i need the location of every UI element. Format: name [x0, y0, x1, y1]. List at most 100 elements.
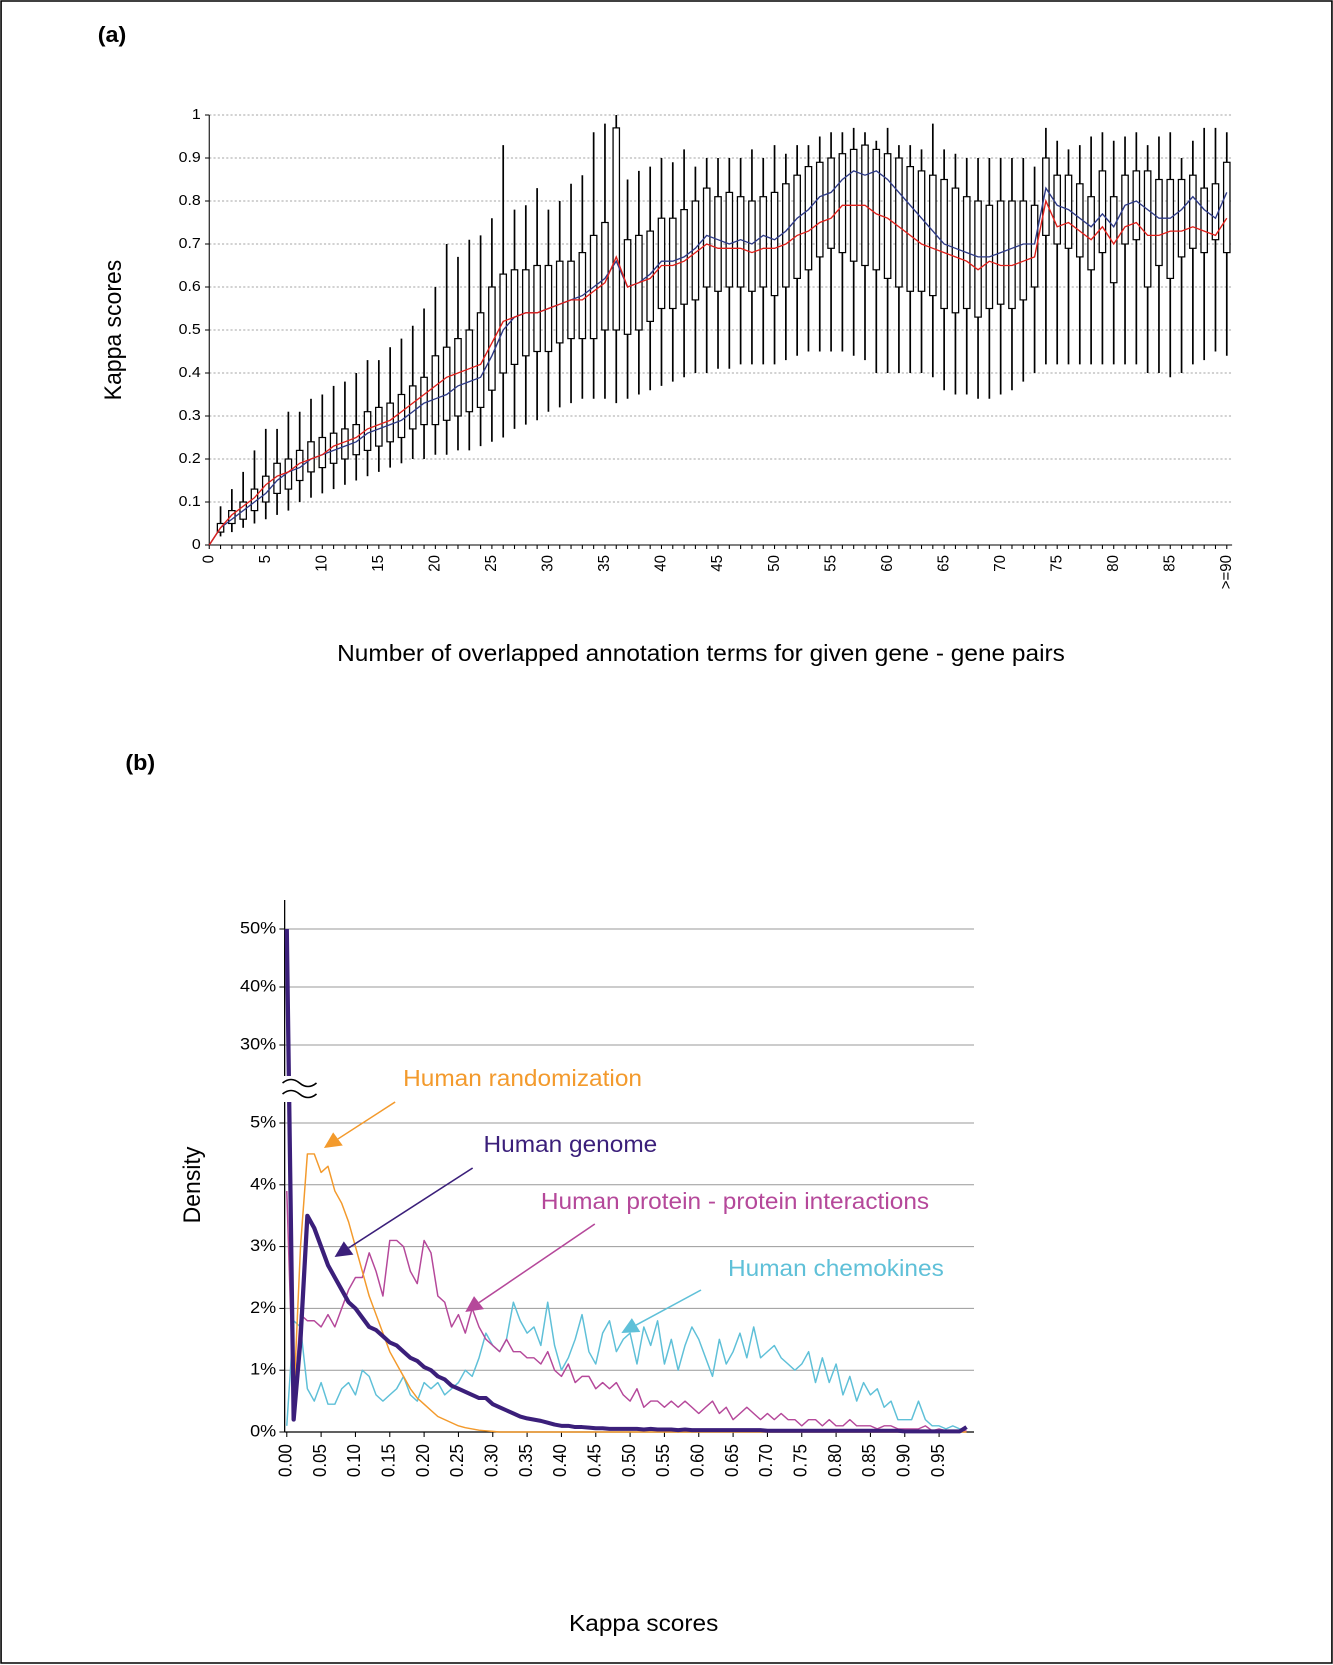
break-gap	[278, 1076, 321, 1102]
x-tick-label: 25	[483, 555, 501, 572]
box	[815, 161, 824, 258]
arrow-head	[621, 1318, 641, 1333]
x-tick-label: 0.30	[481, 1444, 502, 1477]
box	[725, 191, 734, 288]
box	[375, 406, 383, 447]
box	[307, 441, 315, 473]
y-tick-label: 0%	[250, 1421, 276, 1440]
y-tick-label: 30%	[240, 1034, 276, 1053]
y-tick-label: 40%	[240, 976, 276, 995]
box	[1042, 157, 1050, 237]
box	[1155, 178, 1163, 267]
x-tick-label: >=90	[1218, 555, 1236, 589]
y-tick-label: 2%	[250, 1297, 276, 1316]
y-tick-label: 0	[192, 536, 201, 552]
x-tick-label: 0.25	[447, 1444, 468, 1477]
box	[476, 312, 485, 408]
x-tick-label: 0.65	[721, 1444, 742, 1477]
box	[1098, 170, 1107, 254]
box	[895, 157, 903, 288]
arrow-head	[323, 1132, 343, 1148]
x-tick-label: 0.75	[790, 1444, 811, 1477]
x-tick-label: 0.60	[687, 1444, 708, 1477]
x-tick-label: 15	[370, 555, 388, 572]
box	[782, 183, 790, 288]
box	[1121, 174, 1129, 245]
x-tick-label: 85	[1161, 555, 1179, 572]
series-line	[284, 928, 968, 1434]
box	[1200, 187, 1208, 254]
box	[827, 157, 835, 249]
y-tick-label: 1%	[250, 1359, 276, 1378]
x-tick-label: 75	[1048, 555, 1066, 572]
x-tick-label: 0	[200, 555, 218, 563]
x-tick-label: 55	[822, 555, 840, 572]
box	[668, 217, 677, 310]
box	[1008, 200, 1016, 310]
x-tick-label: 0.95	[927, 1444, 948, 1477]
series-label: Human genome	[483, 1133, 657, 1158]
box	[1166, 178, 1175, 280]
x-tick-label: 0.40	[550, 1444, 571, 1477]
y-tick-label: 0.2	[179, 450, 201, 466]
x-tick-label: 70	[991, 555, 1009, 572]
box	[657, 217, 666, 310]
x-tick-label: 0.85	[859, 1444, 880, 1477]
axis-break	[278, 1076, 321, 1102]
box	[1177, 178, 1186, 258]
box	[1222, 161, 1231, 254]
box	[883, 153, 892, 279]
y-tick-label: 0.8	[179, 192, 201, 208]
box	[804, 166, 813, 271]
box	[341, 428, 349, 460]
box	[714, 196, 722, 292]
x-tick-label: 65	[935, 555, 953, 572]
arrow-line	[478, 1223, 596, 1304]
panel-label: (a)	[98, 21, 127, 46]
x-tick-label: 45	[709, 555, 727, 572]
y-tick-label: 4%	[250, 1174, 276, 1193]
box	[431, 355, 440, 426]
box	[974, 200, 982, 318]
box	[872, 148, 881, 271]
y-tick-label: 0.1	[179, 493, 201, 509]
x-tick-label: 30	[539, 555, 557, 572]
y-tick-label: 1	[192, 106, 201, 122]
y-tick-label: 0.7	[179, 235, 201, 251]
x-tick-label: 0.20	[412, 1444, 433, 1477]
x-tick-label: 0.80	[824, 1444, 845, 1477]
x-tick-label: 0.45	[584, 1444, 605, 1477]
y-tick-label: 50%	[240, 918, 276, 937]
box	[736, 196, 745, 288]
arrow-head	[465, 1296, 484, 1312]
x-tick-label: 80	[1105, 555, 1123, 572]
box	[793, 174, 801, 279]
y-tick-label: 5%	[250, 1112, 276, 1131]
box	[770, 191, 779, 297]
x-tick-label: 35	[596, 555, 614, 572]
box	[1132, 170, 1141, 241]
x-tick-label: 60	[878, 555, 896, 572]
x-tick-label: 0.05	[309, 1444, 330, 1477]
box	[917, 170, 926, 292]
x-tick-label: 20	[426, 555, 444, 572]
series-label: Human protein - protein interactions	[541, 1190, 929, 1215]
box	[442, 346, 451, 421]
series-line	[208, 170, 1228, 546]
box	[929, 174, 937, 297]
arrow-line	[635, 1289, 702, 1326]
box	[533, 264, 541, 353]
box	[397, 393, 406, 439]
box	[702, 187, 711, 288]
arrow-head	[334, 1241, 354, 1257]
y-tick-label: 0.6	[179, 278, 201, 294]
y-tick-label: 0.3	[179, 407, 201, 423]
box	[748, 200, 756, 292]
series-line	[208, 198, 1228, 546]
x-tick-label: 5	[257, 555, 275, 563]
x-tick-label: 10	[313, 555, 331, 572]
x-axis-title: Kappa scores	[569, 1612, 718, 1637]
x-tick-label: 0.70	[756, 1444, 777, 1477]
box	[555, 260, 564, 344]
